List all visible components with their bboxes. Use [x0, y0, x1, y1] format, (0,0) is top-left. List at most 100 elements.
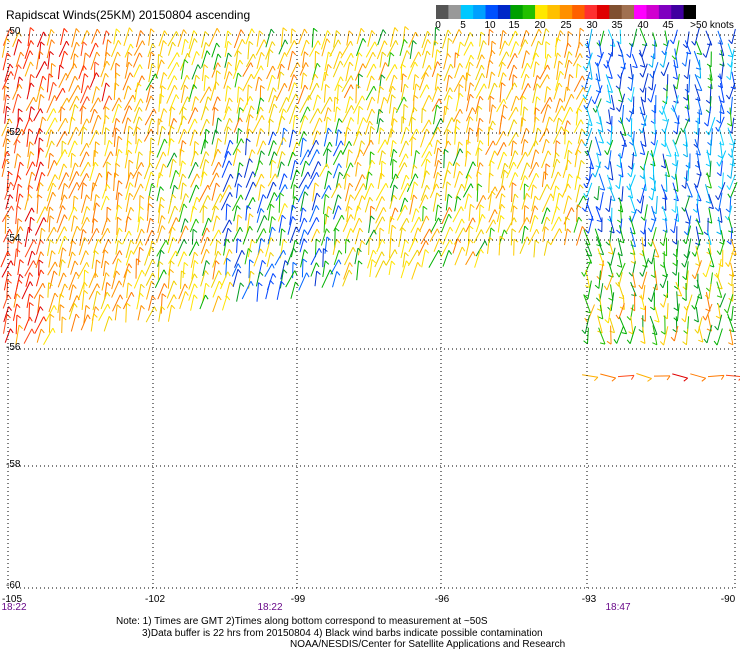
wind-barb-flag: [241, 38, 246, 44]
wind-barb-flag: [582, 94, 587, 100]
wind-barb-flag: [160, 196, 165, 202]
wind-barb: [564, 140, 570, 160]
wind-barb: [253, 65, 262, 80]
wind-barb-flag: [444, 148, 449, 153]
wind-barb-flag: [705, 99, 711, 104]
wind-barb-flag: [670, 336, 675, 342]
wind-barb: [280, 27, 284, 47]
wind-barb: [190, 294, 195, 311]
wind-barb-flag: [582, 66, 587, 71]
wind-barb: [429, 183, 437, 199]
wind-barb: [256, 282, 259, 302]
wind-barb: [708, 207, 713, 224]
wind-barb-flag: [29, 293, 34, 298]
wind-barb-flag: [341, 214, 345, 220]
wind-barb-flag: [535, 116, 540, 122]
colorbar-swatch: [436, 5, 449, 19]
wind-barb: [608, 109, 612, 125]
wind-barb: [61, 316, 63, 334]
wind-barb: [488, 209, 496, 223]
wind-barb: [376, 40, 385, 60]
colorbar-swatch: [683, 5, 696, 19]
wind-barb-flag: [33, 96, 37, 102]
wind-barb: [641, 42, 648, 58]
wind-barb-flag: [682, 239, 687, 245]
wind-barb-flag: [261, 259, 266, 265]
wind-barb: [46, 182, 54, 202]
wind-barb: [132, 183, 142, 201]
wind-barb: [157, 118, 159, 135]
wind-barb: [377, 86, 381, 104]
wind-barb: [465, 239, 471, 256]
wind-barb-flag: [394, 27, 399, 32]
wind-barb-flag: [462, 74, 466, 80]
wind-barb: [391, 159, 394, 180]
wind-barb: [664, 30, 669, 46]
wind-barb: [609, 215, 615, 234]
wind-barb-flag: [52, 191, 57, 197]
wind-barb: [3, 94, 7, 114]
wind-barb-flag: [258, 76, 263, 82]
wind-barb-flag: [86, 206, 91, 211]
wind-barb-flag: [491, 40, 497, 45]
wind-barb: [336, 84, 339, 104]
wind-barb-flag: [108, 95, 113, 101]
wind-barb-flag: [127, 85, 132, 91]
wind-barb-flag: [713, 340, 718, 346]
wind-barb-flag: [7, 279, 12, 284]
wind-barb-flag: [477, 105, 483, 110]
wind-barb: [24, 61, 31, 77]
wind-barb-flag: [272, 181, 277, 187]
wind-barb-flag: [291, 204, 297, 209]
wind-barb: [103, 316, 110, 332]
wind-barb-flag: [591, 99, 596, 105]
wind-barb-flag: [693, 319, 699, 323]
wind-barb: [301, 258, 304, 278]
wind-barb-flag: [183, 29, 187, 34]
wind-barb: [452, 29, 460, 44]
wind-barb-flag: [40, 85, 45, 91]
wind-barb-flag: [514, 53, 518, 59]
wind-barb: [596, 62, 601, 82]
colorbar-label: 10: [484, 20, 496, 31]
wind-barb-flag: [413, 94, 419, 99]
wind-barb: [137, 305, 142, 321]
wind-barb: [399, 39, 405, 57]
wind-barb-flag: [4, 85, 10, 90]
wind-barb: [672, 29, 678, 44]
wind-barb: [541, 193, 552, 213]
wind-barb-flag: [535, 107, 540, 112]
wind-barb-flag: [651, 44, 657, 47]
wind-barb-flag: [714, 325, 719, 331]
wind-barb: [628, 106, 635, 122]
wind-barb: [576, 226, 583, 246]
wind-barb-flag: [128, 27, 133, 33]
wind-barb: [181, 39, 186, 55]
wind-barb-flag: [581, 207, 586, 212]
wind-barb-flag: [491, 190, 496, 196]
wind-barb-flag: [728, 342, 734, 346]
wind-barb: [705, 40, 712, 58]
wind-barb: [55, 87, 64, 101]
wind-barb: [410, 164, 415, 179]
wind-barb: [322, 248, 324, 268]
wind-barb-flag: [417, 262, 421, 267]
wind-barb-flag: [5, 159, 10, 164]
wind-barb: [167, 75, 175, 91]
wind-barb-flag: [660, 264, 665, 268]
wind-barb-flag: [162, 151, 167, 157]
wind-barb-flag: [391, 260, 396, 265]
wind-barb-flag: [626, 133, 632, 138]
wind-barb: [34, 316, 45, 334]
wind-barb-flag: [216, 42, 220, 48]
wind-barb-flag: [63, 28, 68, 33]
wind-barb-flag: [701, 377, 707, 382]
wind-barb: [276, 115, 283, 134]
wind-barb: [299, 229, 305, 245]
wind-barb-flag: [618, 296, 624, 300]
wind-barb: [409, 40, 414, 59]
wind-barb-flag: [603, 285, 608, 291]
colorbar-swatch: [658, 5, 672, 19]
wind-barb: [199, 119, 208, 136]
wind-barb-flag: [466, 72, 471, 77]
